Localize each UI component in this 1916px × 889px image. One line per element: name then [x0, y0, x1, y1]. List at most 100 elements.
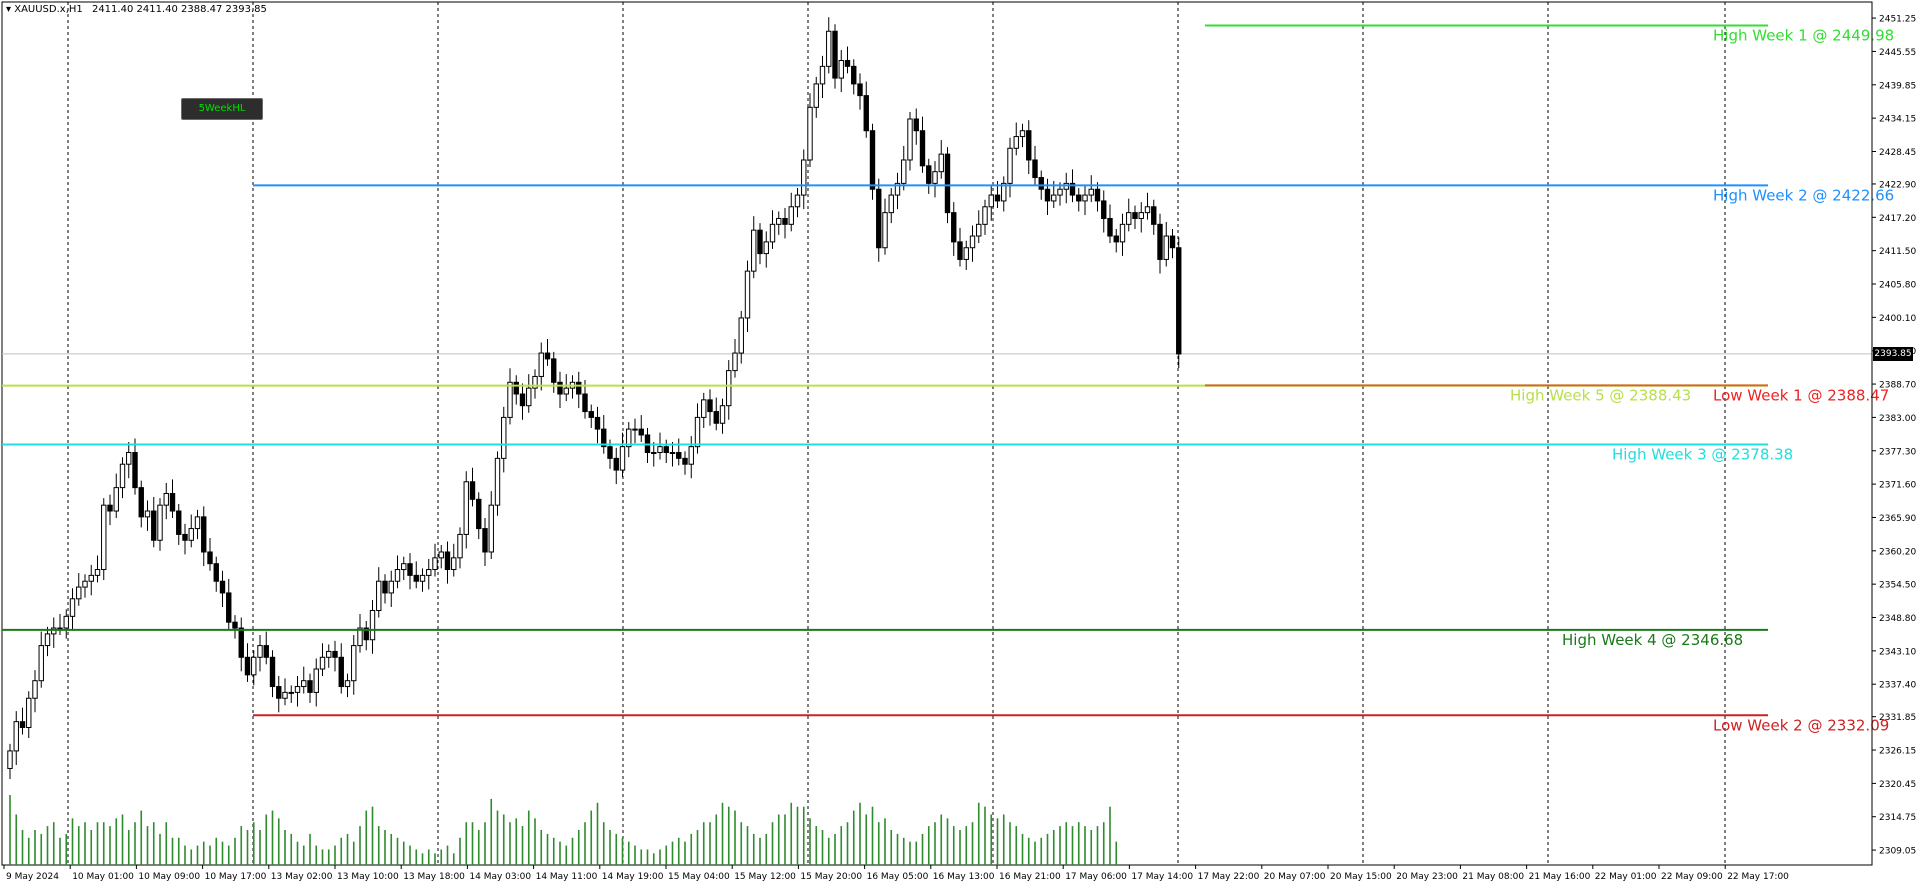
candle-body — [376, 580, 382, 611]
level-label: High Week 3 @ 2378.38 — [1612, 445, 1793, 463]
ohlc-readout: 2411.40 2411.40 2388.47 2393.85 — [91, 4, 267, 15]
time-tick-label: 22 May 01:00 — [1595, 872, 1657, 882]
price-tick-label: 2439.85 — [1879, 81, 1916, 91]
level-label: High Week 5 @ 2388.43 — [1510, 387, 1691, 405]
candle-body — [688, 446, 694, 465]
candle-body — [369, 609, 376, 641]
price-tick-label: 2320.45 — [1879, 780, 1916, 790]
candle-body — [744, 270, 751, 319]
candle-body — [651, 452, 657, 455]
candle-body — [307, 680, 313, 693]
candle-body — [894, 182, 901, 196]
candle-body — [663, 446, 669, 454]
candle-body — [988, 194, 994, 208]
price-tick-label: 2365.90 — [1879, 514, 1916, 524]
candle-body — [1026, 130, 1032, 161]
candle-body — [1138, 212, 1144, 219]
candle-body — [519, 393, 526, 407]
candle-body — [551, 358, 557, 383]
candle-body — [276, 686, 282, 699]
candle-body — [563, 387, 569, 395]
candle-body — [719, 405, 726, 424]
time-tick-label: 20 May 15:00 — [1330, 872, 1392, 882]
candle-body — [1169, 235, 1176, 249]
candle-body — [207, 551, 213, 565]
candle-body — [469, 481, 476, 500]
candle-body — [944, 153, 951, 214]
time-tick-label: 17 May 14:00 — [1131, 872, 1193, 882]
candle-body — [338, 656, 344, 688]
candle-body — [938, 153, 944, 173]
price-tick-label: 2309.05 — [1879, 847, 1916, 857]
candle-body — [813, 83, 819, 108]
chart-header: ▾ XAUUSD.x,H1 2411.40 2411.40 2388.47 23… — [6, 4, 267, 15]
candle-body — [582, 393, 588, 413]
candle-body — [544, 352, 551, 360]
candle-body — [557, 381, 563, 395]
price-tick-label: 2331.85 — [1879, 713, 1916, 723]
candle-body — [801, 159, 807, 196]
candle-body — [38, 645, 44, 682]
candle-body — [769, 223, 776, 243]
candle-body — [1032, 159, 1038, 179]
candle-body — [219, 580, 226, 594]
candle-body — [457, 533, 463, 559]
candle-body — [88, 574, 94, 582]
candle-body — [732, 352, 738, 372]
price-tick-label: 2377.30 — [1879, 447, 1916, 457]
candle-body — [832, 30, 838, 79]
candle-body — [794, 194, 801, 208]
candle-body — [1094, 188, 1101, 202]
candle-body — [1069, 182, 1076, 196]
candle-body — [607, 446, 613, 459]
candle-body — [932, 171, 938, 184]
candle-body — [301, 680, 307, 688]
time-tick-label: 20 May 07:00 — [1264, 872, 1326, 882]
candle-body — [394, 569, 401, 582]
candle-body — [951, 212, 957, 243]
candle-body — [269, 656, 276, 688]
candle-body — [82, 580, 88, 588]
time-tick-label: 20 May 23:00 — [1396, 872, 1458, 882]
time-tick-label: 13 May 02:00 — [271, 872, 333, 882]
candle-body — [763, 241, 769, 255]
candle-body — [363, 627, 369, 641]
dropdown-arrow-icon[interactable]: ▾ — [6, 4, 12, 15]
candle-body — [594, 416, 601, 430]
price-tick-label: 2428.45 — [1879, 148, 1916, 158]
candle-body — [76, 586, 82, 600]
time-tick-label: 14 May 11:00 — [536, 872, 598, 882]
candle-body — [838, 60, 844, 79]
candle-body — [51, 627, 57, 635]
candle-body — [907, 118, 913, 161]
candle-body — [488, 504, 494, 553]
time-tick-label: 13 May 10:00 — [337, 872, 399, 882]
candle-body — [507, 381, 513, 418]
indicator-button-5weekhl[interactable]: 5WeekHL — [181, 98, 263, 120]
candle-body — [413, 574, 419, 582]
candle-body — [513, 381, 519, 395]
time-tick-label: 15 May 20:00 — [800, 872, 862, 882]
candle-body — [626, 428, 632, 448]
candle-body — [32, 680, 38, 699]
candle-body — [69, 598, 76, 617]
price-tick-label: 2348.80 — [1879, 614, 1916, 624]
candle-body — [588, 411, 594, 418]
candle-body — [144, 510, 151, 518]
candle-body — [313, 668, 319, 693]
price-tick-label: 2326.15 — [1879, 747, 1916, 757]
candle-body — [1044, 188, 1051, 202]
candle-body — [638, 428, 644, 436]
candle-body — [13, 721, 19, 752]
level-label: High Week 2 @ 2422.66 — [1713, 186, 1894, 204]
price-tick-label: 2422.90 — [1879, 180, 1916, 190]
candle-body — [232, 621, 238, 629]
candle-body — [151, 510, 157, 541]
candle-body — [157, 504, 163, 541]
candle-body — [957, 241, 963, 260]
candle-body — [707, 399, 713, 413]
candle-body — [251, 656, 257, 676]
candle-body — [1157, 223, 1163, 260]
